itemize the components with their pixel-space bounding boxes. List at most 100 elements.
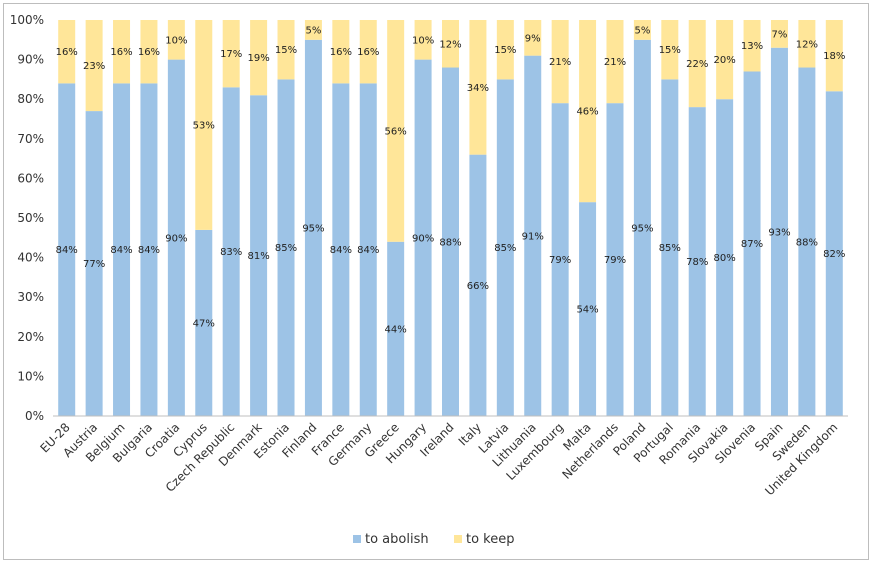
data-label: 44%	[385, 324, 407, 335]
bar-segment-keep	[85, 20, 103, 112]
data-label: 16%	[138, 47, 160, 58]
bar-segment-keep	[798, 20, 816, 68]
data-label: 83%	[220, 247, 242, 258]
bar-segment-keep	[442, 20, 459, 68]
data-label: 10%	[412, 35, 434, 46]
data-label: 15%	[494, 45, 516, 56]
bar-segment-keep	[359, 20, 377, 84]
y-tick-label: 30%	[17, 290, 44, 304]
bar-segment-keep	[304, 20, 322, 40]
data-label: 79%	[604, 255, 626, 266]
data-label: 20%	[714, 55, 736, 66]
bar-segment-keep	[195, 20, 213, 230]
bar-segment-abolish	[359, 83, 377, 417]
chart-frame: 0% 10% 20% 30% 40% 50% 60% 70% 80% 90% 100% 84% 16%…	[3, 3, 869, 560]
data-label: 93%	[768, 227, 790, 238]
data-label: 16%	[56, 47, 78, 58]
bar-segment-abolish	[58, 83, 76, 417]
data-label: 95%	[302, 223, 324, 234]
data-label: 15%	[659, 45, 681, 56]
y-tick-label: 0%	[25, 409, 44, 423]
y-tick-label: 100%	[10, 13, 44, 27]
bar-segment-keep	[222, 20, 240, 88]
bar-segment-abolish	[277, 79, 295, 417]
data-label: 5%	[634, 25, 650, 36]
data-label: 91%	[522, 231, 544, 242]
data-label: 10%	[165, 35, 187, 46]
bar-segment-abolish	[688, 107, 706, 417]
data-label: 53%	[193, 120, 215, 131]
bar-segment-keep	[387, 20, 405, 242]
y-tick-label: 90%	[17, 53, 44, 67]
data-label: 88%	[439, 237, 461, 248]
bar-segment-keep	[113, 20, 131, 84]
data-label: 95%	[631, 223, 653, 234]
bar-segment-abolish	[825, 91, 843, 416]
data-label: 77%	[83, 259, 105, 270]
bar-segment-abolish	[633, 39, 651, 417]
bar-segment-keep	[167, 20, 185, 60]
data-label: 82%	[823, 249, 845, 260]
bar-segment-keep	[250, 20, 268, 96]
legend-label-abolish: to abolish	[365, 532, 429, 547]
bar-segment-abolish	[167, 59, 185, 416]
data-label: 17%	[220, 49, 242, 60]
data-label: 87%	[741, 239, 763, 250]
bar-segment-abolish	[524, 55, 542, 416]
y-tick-label: 40%	[17, 251, 44, 265]
bar-segment-keep	[661, 20, 679, 80]
bar-segment-abolish	[442, 67, 459, 416]
data-label: 84%	[357, 245, 379, 256]
data-label: 84%	[138, 245, 160, 256]
bar-segment-keep	[277, 20, 295, 80]
data-label: 85%	[275, 243, 297, 254]
data-label: 12%	[796, 39, 818, 50]
y-tick-label: 60%	[17, 171, 44, 185]
bar-segment-keep	[770, 20, 788, 48]
bar-segment-abolish	[195, 229, 213, 416]
bar-segment-abolish	[798, 67, 816, 416]
data-label: 15%	[275, 45, 297, 56]
bar-segment-abolish	[496, 79, 514, 417]
y-tick-label: 80%	[17, 92, 44, 106]
data-label: 85%	[494, 243, 516, 254]
data-label: 85%	[659, 243, 681, 254]
y-tick-label: 70%	[17, 132, 44, 146]
bar-segment-keep	[140, 20, 158, 84]
data-label: 66%	[467, 281, 489, 292]
bar-segment-abolish	[113, 83, 131, 417]
data-label: 9%	[525, 33, 541, 44]
data-label: 88%	[796, 237, 818, 248]
data-label: 90%	[165, 233, 187, 244]
data-label: 46%	[576, 107, 598, 118]
data-label: 54%	[576, 305, 598, 316]
data-label: 90%	[412, 233, 434, 244]
stacked-bar-chart: 0% 10% 20% 30% 40% 50% 60% 70% 80% 90% 100% 84% 16%…	[10, 13, 848, 547]
data-label: 5%	[305, 25, 321, 36]
bar-segment-abolish	[250, 95, 268, 417]
y-axis: 0% 10% 20% 30% 40% 50% 60% 70% 80% 90% 100%	[10, 13, 44, 423]
bar-segment-keep	[633, 20, 651, 40]
legend-swatch-keep	[454, 535, 462, 543]
data-label: 7%	[772, 29, 788, 40]
bar-segment-keep	[414, 20, 432, 60]
bar-segment-abolish	[661, 79, 679, 417]
bar-segment-abolish	[469, 154, 487, 416]
x-axis: EU-28AustriaBelgiumBulgariaCroatiaCyprus…	[37, 415, 848, 498]
data-label: 84%	[56, 245, 78, 256]
data-label: 16%	[330, 47, 352, 58]
data-label: 16%	[357, 47, 379, 58]
legend: to abolish to keep	[353, 532, 515, 547]
bar-segment-keep	[524, 20, 542, 56]
bar-segment-keep	[58, 20, 76, 84]
bar-segment-keep	[496, 20, 514, 80]
data-label: 21%	[604, 57, 626, 68]
bar-segment-keep	[825, 20, 843, 92]
data-label: 79%	[549, 255, 571, 266]
bar-segment-keep	[551, 20, 569, 104]
bar-segment-abolish	[332, 83, 350, 417]
data-label: 21%	[549, 57, 571, 68]
bar-segment-abolish	[387, 241, 405, 416]
y-tick-label: 50%	[17, 211, 44, 225]
bar-segment-abolish	[414, 59, 432, 416]
